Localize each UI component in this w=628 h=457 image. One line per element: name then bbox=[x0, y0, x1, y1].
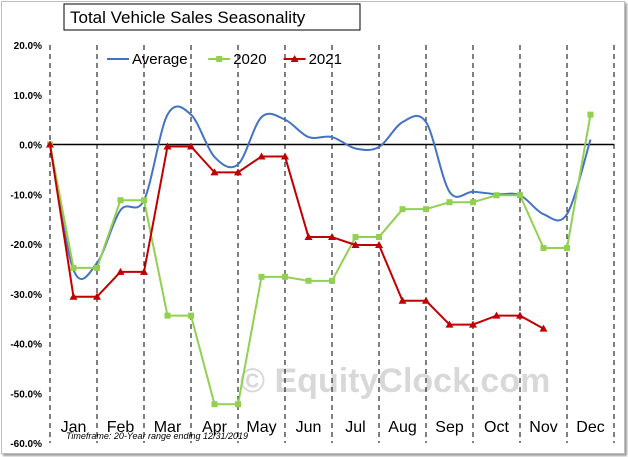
series-average bbox=[49, 105, 592, 280]
legend-label-2020: 2020 bbox=[233, 51, 266, 68]
y-tick-label: 20.0% bbox=[14, 41, 42, 52]
timeframe-footnote: Timeframe: 20-Year range ending 12/31/20… bbox=[66, 431, 248, 441]
point-2020 bbox=[352, 234, 359, 241]
y-tick-label: 10.0% bbox=[14, 91, 42, 102]
point-2021 bbox=[445, 320, 454, 328]
legend-item-average: Average bbox=[107, 51, 188, 68]
title-box bbox=[63, 3, 361, 31]
point-2021 bbox=[422, 296, 430, 304]
legend-label-average: Average bbox=[132, 51, 188, 68]
x-tick-label: Oct bbox=[484, 419, 509, 436]
point-2021 bbox=[257, 152, 266, 160]
x-tick-label: Feb bbox=[107, 419, 135, 436]
point-2020 bbox=[376, 234, 382, 241]
point-2021 bbox=[351, 240, 360, 248]
point-2021 bbox=[163, 142, 172, 150]
point-2021 bbox=[69, 292, 78, 300]
legend-item-2021: 2021 bbox=[283, 51, 342, 68]
point-2020 bbox=[282, 273, 288, 280]
point-2020 bbox=[493, 192, 500, 199]
point-2020 bbox=[399, 206, 406, 213]
x-tick-label: Aug bbox=[388, 419, 416, 436]
point-2020 bbox=[164, 312, 171, 319]
point-2020 bbox=[305, 277, 312, 284]
series-line-2021 bbox=[49, 144, 544, 330]
point-2020 bbox=[94, 264, 100, 271]
x-tick-label: Jul bbox=[345, 419, 365, 436]
point-2021 bbox=[398, 296, 407, 304]
x-tick-label: Apr bbox=[202, 419, 228, 436]
point-2021 bbox=[539, 324, 548, 332]
series-line-average bbox=[49, 105, 592, 280]
point-2021 bbox=[516, 311, 524, 319]
x-tick-label: May bbox=[246, 419, 276, 436]
point-2021 bbox=[328, 233, 336, 241]
point-2020 bbox=[211, 401, 218, 408]
point-2021 bbox=[375, 240, 383, 248]
y-tick-label: -40.0% bbox=[10, 340, 42, 351]
series-2020 bbox=[47, 111, 594, 408]
chart-title: Total Vehicle Sales Seasonality bbox=[70, 8, 306, 27]
point-2020 bbox=[235, 401, 241, 408]
x-tick-label: Jan bbox=[61, 419, 87, 436]
point-2020 bbox=[188, 312, 194, 319]
point-2021 bbox=[187, 142, 195, 150]
y-tick-label: -10.0% bbox=[10, 190, 42, 201]
point-2021 bbox=[93, 292, 101, 300]
point-2020 bbox=[540, 244, 547, 251]
watermark-text: © EquityClock.com bbox=[240, 362, 550, 400]
x-tick-label: Jun bbox=[296, 419, 322, 436]
point-2020 bbox=[470, 199, 476, 206]
point-2021 bbox=[469, 320, 477, 328]
point-2020 bbox=[117, 197, 124, 204]
point-2021 bbox=[210, 168, 219, 176]
y-tick-label: -30.0% bbox=[10, 290, 42, 301]
point-2020 bbox=[564, 244, 570, 251]
point-2020 bbox=[141, 197, 147, 204]
y-tick-label: -20.0% bbox=[10, 240, 42, 251]
point-2020 bbox=[329, 277, 335, 284]
point-2020 bbox=[258, 273, 265, 280]
point-2021 bbox=[492, 311, 501, 319]
x-tick-label: Sep bbox=[435, 419, 464, 436]
point-2020 bbox=[70, 264, 77, 271]
y-tick-label: -50.0% bbox=[10, 389, 42, 400]
point-2021 bbox=[281, 152, 289, 160]
series-line-2020 bbox=[49, 114, 592, 406]
y-tick-label: 0.0% bbox=[19, 141, 42, 152]
point-2021 bbox=[116, 267, 125, 275]
point-2020 bbox=[446, 199, 453, 206]
point-2020 bbox=[423, 206, 429, 213]
x-tick-label: Nov bbox=[529, 419, 557, 436]
y-tick-label: -60.0% bbox=[10, 439, 42, 450]
x-tick-label: Dec bbox=[576, 419, 604, 436]
series-2021 bbox=[46, 140, 548, 332]
legend-item-2020: 2020 bbox=[208, 51, 267, 68]
legend-label-2021: 2021 bbox=[309, 51, 342, 68]
x-tick-label: Mar bbox=[154, 419, 182, 436]
point-2021 bbox=[304, 233, 313, 241]
point-2021 bbox=[234, 168, 242, 176]
point-2020 bbox=[517, 192, 523, 199]
point-2021 bbox=[46, 140, 54, 148]
point-2021 bbox=[140, 267, 148, 275]
point-2020 bbox=[587, 111, 594, 118]
